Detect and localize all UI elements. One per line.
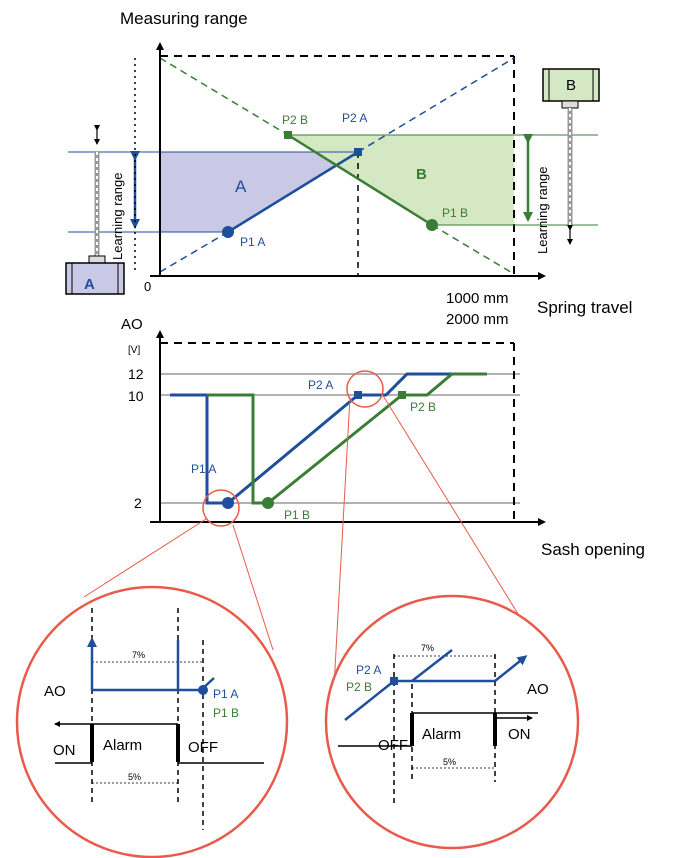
top-origin-label: 0	[144, 279, 151, 294]
label-p1b-top: P1 B	[442, 206, 468, 220]
zoom-right-7pct: 7%	[421, 643, 434, 653]
zoom-right-off-label: OFF	[378, 737, 408, 754]
y-tick-12: 12	[128, 366, 144, 382]
zoom-left-7pct: 7%	[132, 650, 145, 660]
diag-b-solid	[287, 133, 433, 227]
label-p1a-bottom: P1 A	[191, 462, 216, 476]
diag-b-dashed-2	[431, 224, 515, 275]
sensor-b-label: B	[566, 77, 576, 94]
zoom-left-p1b-label: P1 B	[213, 706, 239, 720]
zoom-left-on-label: ON	[53, 742, 76, 759]
zoom-left-5pct: 5%	[128, 772, 141, 782]
zoom-right-5pct: 5%	[443, 757, 456, 767]
series-b-line	[207, 372, 487, 505]
top-chart: Measuring range 0 1000 mm 2000 mm	[65, 9, 632, 328]
region-b-fill	[288, 135, 514, 225]
highlight-circle-p2	[346, 370, 384, 408]
zoom-left-circle	[15, 585, 289, 858]
zoom-left-p1a-marker	[198, 685, 208, 695]
zoom-left-p1a-label: P1 A	[213, 687, 238, 701]
sensor-a-label: A	[84, 276, 95, 293]
label-p2b-top: P2 B	[282, 113, 308, 127]
zoom-left-ao-label: AO	[44, 683, 66, 700]
region-a-fill	[160, 152, 358, 232]
zoom-right: 7% P2 A P2 B AO OFF Alarm ON 5%	[324, 594, 580, 850]
zoom-left-off-label: OFF	[188, 739, 218, 756]
learning-range-left-label: Learning range	[110, 173, 125, 260]
zoom-right-p2a-marker	[390, 677, 398, 685]
marker-p2a-bottom	[354, 391, 362, 399]
marker-p1b-bottom	[262, 497, 274, 509]
zoom-right-ao-label: AO	[527, 681, 549, 698]
label-p2b-bottom: P2 B	[410, 400, 436, 414]
zoom-right-p2a-label: P2 A	[356, 663, 381, 677]
top-y-axis-title: Measuring range	[120, 9, 248, 28]
y-tick-10: 10	[128, 388, 144, 404]
highlight-circle-p1	[202, 489, 240, 527]
top-x-max-label-1: 1000 mm	[446, 290, 509, 307]
diag-a-dashed-2	[357, 57, 515, 153]
zoom-right-on-label: ON	[508, 726, 531, 743]
sensor-b: B	[542, 68, 600, 245]
label-p2a-bottom: P2 A	[308, 378, 333, 392]
zoom-right-alarm-label: Alarm	[422, 726, 461, 743]
sensor-a: A	[65, 125, 125, 295]
marker-p1a-top	[222, 226, 234, 238]
zoom-right-circle	[324, 594, 580, 850]
marker-p2b-bottom	[398, 391, 406, 399]
top-x-max-label-2: 2000 mm	[446, 311, 509, 328]
zoom-left: 7% AO P1 A P1 B ON Alarm OFF 5%	[15, 585, 289, 858]
label-p1a-top: P1 A	[240, 235, 265, 249]
zoom-connectors	[83, 393, 529, 706]
marker-p1a-bottom	[222, 497, 234, 509]
bottom-x-axis-title: Sash opening	[541, 540, 645, 559]
label-p1b-bottom: P1 B	[284, 508, 310, 522]
bottom-chart: AO [V] 12 10 2 Sash opening P1 A P2 A P1…	[121, 316, 645, 559]
bottom-y-unit: [V]	[128, 345, 140, 356]
diag-b-dashed-1	[159, 57, 289, 136]
learning-range-right-label: Learning range	[535, 167, 550, 254]
region-b-label: B	[416, 166, 427, 183]
zoom-right-p2b-label: P2 B	[346, 680, 372, 694]
top-x-axis-title: Spring travel	[537, 298, 632, 317]
bottom-y-axis-title: AO	[121, 316, 143, 333]
marker-p2a-top	[354, 148, 362, 156]
region-a-label: A	[235, 177, 247, 196]
series-a-line	[170, 372, 487, 505]
zoom-left-alarm-label: Alarm	[103, 737, 142, 754]
y-tick-2: 2	[134, 495, 142, 511]
diag-a-dashed-1	[159, 231, 229, 273]
marker-p1b-top	[426, 219, 438, 231]
marker-p2b-top	[284, 131, 292, 139]
label-p2a-top: P2 A	[342, 111, 367, 125]
